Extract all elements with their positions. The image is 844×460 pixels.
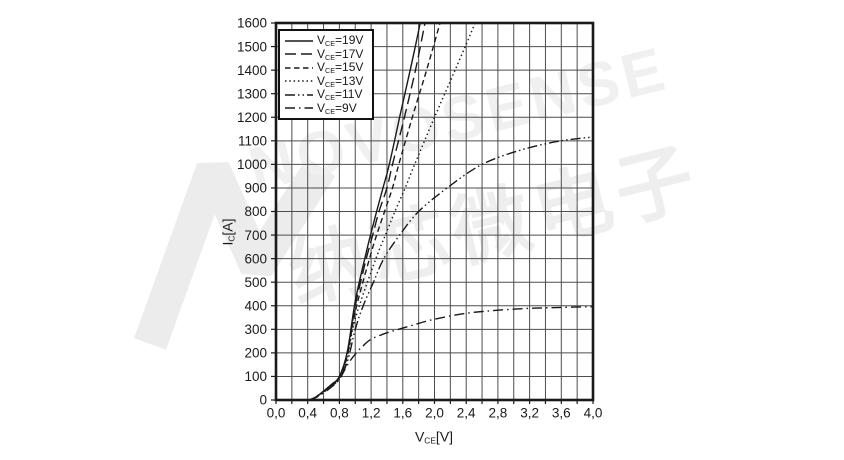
y-tick-label: 700 [244,228,267,243]
x-tick-label: 0,4 [298,406,317,421]
legend-item-13v: VCE=13V [284,73,370,89]
x-tick-label: 0,0 [267,406,286,421]
legend-item-19v: VCE=19V [284,33,370,49]
axis-ticks [271,22,594,404]
legend-item-9v: VCE=9V [284,100,370,116]
x-tick-label: 1,6 [393,406,412,421]
x-axis-unit: [V] [435,428,454,445]
legend-label: VCE=17V [317,46,364,62]
y-tick-label: 300 [244,322,267,337]
legend-line-sample-dash-dot-dot [285,94,313,96]
legend-item-15v: VCE=15V [284,60,370,76]
y-tick-label: 1400 [237,63,267,78]
y-tick-label: 1200 [237,110,267,125]
curve-vge-9v [309,306,593,400]
x-axis-subscript: CE [424,435,436,446]
legend-item-11v: VCE=11V [284,87,370,103]
y-tick-label: 100 [244,369,267,384]
legend-line-sample-dot [285,80,313,82]
y-axis-symbol: I [219,241,236,246]
y-tick-label: 800 [244,204,267,219]
y-tick-label: 600 [244,251,267,266]
y-tick-label: 1500 [237,39,267,54]
legend-label: VCE=9V [317,100,357,116]
legend-line-sample-dash-dot [285,107,313,109]
y-axis-subscript: C [226,235,237,242]
curves [308,23,593,400]
y-tick-label: 1300 [237,86,267,101]
legend-label: VCE=13V [317,73,364,89]
y-tick-label: 500 [244,275,267,290]
curve-vge-11v [309,136,593,400]
x-tick-label: 4,0 [584,406,603,421]
x-axis-title: VCE[V] [415,428,453,445]
legend-line-sample-long-dash [285,53,313,55]
x-tick-label: 2,4 [457,406,476,421]
x-tick-label: 3,2 [520,406,539,421]
y-tick-label: 400 [244,298,267,313]
y-tick-label: 900 [244,181,267,196]
tick-labels: 0,0 0,4 0,8 1,2 1,6 2,0 2,4 2,8 3,2 3,6 4,0 0 100 200… [237,16,602,421]
y-tick-label: 0 [259,393,267,408]
x-tick-label: 2,8 [489,406,508,421]
legend-label: VCE=19V [317,33,364,49]
y-tick-label: 200 [244,346,267,361]
x-tick-label: 2,0 [425,406,444,421]
y-tick-label: 1000 [237,157,267,172]
legend-label: VCE=15V [317,60,364,76]
legend-line-sample-solid [285,40,313,42]
y-tick-label: 1600 [237,16,267,31]
y-axis-title: IC[A] [219,218,236,245]
legend-item-17v: VCE=17V [284,46,370,62]
x-axis-symbol: V [414,428,425,445]
curve-vge-13v [309,23,476,400]
x-tick-label: 0,8 [330,406,349,421]
x-tick-label: 3,6 [552,406,571,421]
legend: VCE=19V VCE=17V VCE=15V VCE=13V VCE=11V VCE=9… [278,29,374,120]
y-tick-label: 1100 [238,134,267,149]
legend-line-sample-dash [285,67,313,69]
x-tick-label: 1,2 [362,406,381,421]
y-axis-unit: [A] [219,218,236,236]
legend-label: VCE=11V [317,87,363,103]
